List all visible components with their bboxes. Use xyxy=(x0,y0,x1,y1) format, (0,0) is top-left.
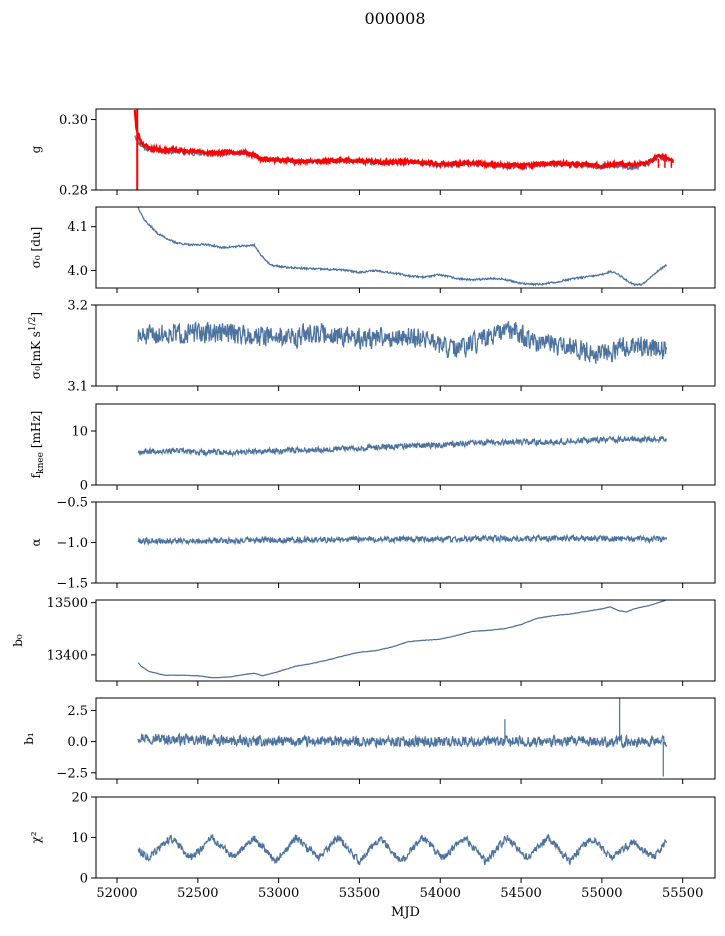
axes-frame xyxy=(95,599,716,682)
figure-title: 000008 xyxy=(364,9,425,28)
y-tick-label: 10 xyxy=(71,831,88,846)
y-axis-label: α xyxy=(29,538,43,546)
panel-4: 0 10 fknee [mHz] xyxy=(29,403,716,494)
y-tick-label: 0.0 xyxy=(67,735,88,750)
axes-frame xyxy=(95,304,716,387)
series-line-1 xyxy=(137,533,668,547)
y-axis-label: g xyxy=(29,145,43,153)
y-axis-label: χ² xyxy=(29,831,43,843)
axes-frame xyxy=(95,206,716,289)
panel-3: 3.1 3.2 σ₀[mK s1/2] xyxy=(28,299,716,395)
panel-1: 0.28 0.30 g xyxy=(29,108,716,199)
y-axis-label: b₁ xyxy=(22,732,36,745)
x-tick-label: 55500 xyxy=(662,886,703,901)
x-tick-label: 53500 xyxy=(339,886,380,901)
x-tick-label: 54000 xyxy=(420,886,461,901)
y-tick-label: −2.5 xyxy=(56,766,88,781)
axes-frame xyxy=(95,403,716,486)
x-tick-label: 52000 xyxy=(96,886,137,901)
y-tick-label: 0.28 xyxy=(59,184,88,199)
series-line-2 xyxy=(133,109,675,172)
series-line-1 xyxy=(137,600,667,679)
panel-8: 0 10 20 52000 52500 53000 53500 54000 54500 55000… xyxy=(29,791,716,920)
series-line-1 xyxy=(137,833,668,866)
y-tick-label: 13400 xyxy=(47,648,88,663)
series-line-1 xyxy=(137,321,668,364)
y-tick-label: 13500 xyxy=(47,596,88,611)
y-tick-label: 0.30 xyxy=(59,113,88,128)
y-tick-label: 2.5 xyxy=(67,704,88,719)
y-tick-label: 3.1 xyxy=(67,380,88,395)
x-tick-label: 53000 xyxy=(258,886,299,901)
y-axis-label: σ₀[mK s1/2] xyxy=(28,312,43,379)
x-tick-label: 54500 xyxy=(500,886,541,901)
panel-6: 13400 13500 b₀ xyxy=(11,596,716,686)
y-tick-label: −1.5 xyxy=(56,577,88,592)
panel-5: −1.5 −1.0 −0.5 α xyxy=(29,496,716,592)
y-axis-label: fknee [mHz] xyxy=(29,411,46,479)
y-axis-label: b₀ xyxy=(11,634,25,647)
y-tick-label: −1.0 xyxy=(56,536,88,551)
panel-7: −2.5 0.0 2.5 b₁ xyxy=(22,697,716,784)
y-tick-label: 4.0 xyxy=(67,264,88,279)
x-tick-label: 55000 xyxy=(581,886,622,901)
axes-frame xyxy=(95,697,716,780)
x-tick-label: 52500 xyxy=(177,886,218,901)
axes-frame xyxy=(95,796,716,879)
y-tick-label: 10 xyxy=(71,425,88,440)
y-tick-label: 0 xyxy=(80,872,88,887)
series-line-1 xyxy=(137,732,668,749)
y-tick-label: −0.5 xyxy=(56,496,88,511)
axes-frame xyxy=(95,108,716,191)
y-tick-label: 0 xyxy=(80,479,88,494)
y-tick-label: 3.2 xyxy=(67,299,88,314)
series-line-1 xyxy=(137,434,668,458)
series-line-1 xyxy=(137,207,668,287)
y-axis-label: σ₀ [du] xyxy=(29,227,43,269)
panel-2: 4.0 4.1 σ₀ [du] xyxy=(29,206,716,293)
y-tick-label: 20 xyxy=(71,791,88,806)
x-axis-label: MJD xyxy=(391,905,420,920)
panels: 0.28 0.30 g 4.0 4.1 σ₀ [du] 3.1 3.2 σ₀[mK s1/2] 0… xyxy=(11,108,716,920)
y-tick-label: 4.1 xyxy=(67,220,88,235)
